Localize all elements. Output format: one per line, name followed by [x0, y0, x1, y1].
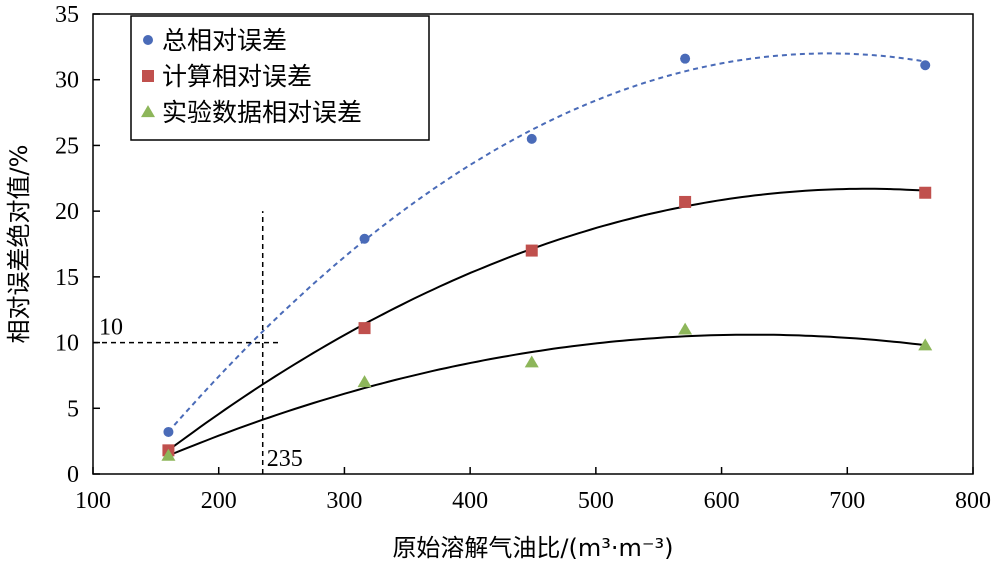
y-tick-label: 35	[55, 2, 79, 28]
y-tick-label: 10	[55, 331, 79, 357]
data-point-1-2	[359, 233, 370, 244]
trendlines	[167, 52, 926, 457]
x-tick-label: 400	[452, 488, 488, 514]
x-tick-label: 700	[829, 488, 865, 514]
x-tick-label: 300	[326, 488, 362, 514]
legend-entry-2: 计算相对误差	[162, 62, 312, 91]
annotation-label: 235	[267, 446, 303, 472]
y-tick-label: 5	[67, 396, 79, 422]
trendline-2	[167, 187, 926, 452]
data-point-1-1	[163, 426, 174, 437]
axes: 100 200 300 400 500 600 700 800 0 5 10 15 20 25 30 35	[55, 2, 991, 514]
x-axis-title: 原始溶解气油比/(m³·m⁻³)	[392, 534, 673, 562]
data-point-3-5	[918, 338, 933, 351]
x-tick-label: 100	[75, 488, 111, 514]
data-point-1-4	[680, 53, 691, 64]
legend-box	[130, 15, 430, 141]
data-points	[161, 53, 933, 461]
data-point-1-5	[920, 60, 931, 71]
x-tick-label: 600	[704, 488, 740, 514]
y-tick-label: 15	[55, 265, 79, 291]
legend-marker-1	[143, 35, 153, 45]
y-tick-label: 30	[55, 68, 79, 94]
trendline-1	[167, 52, 926, 433]
data-point-3-2	[357, 375, 372, 388]
legend-marker-3	[141, 105, 155, 118]
legend-entry-1: 总相对误差	[162, 26, 287, 55]
y-tick-label: 20	[55, 199, 79, 225]
data-point-2-2	[358, 322, 371, 335]
data-point-2-3	[525, 244, 538, 257]
trendline-3	[168, 333, 926, 457]
data-point-3-4	[678, 322, 693, 335]
data-point-2-5	[919, 186, 932, 199]
y-axis-title: 相对误差绝对值/%	[5, 145, 33, 344]
x-tick-label: 800	[955, 488, 991, 514]
data-point-3-3	[524, 355, 539, 368]
data-point-2-4	[679, 195, 692, 208]
x-tick-label: 500	[578, 488, 614, 514]
plot-frame	[92, 13, 974, 475]
legend-entry-3: 实验数据相对误差	[162, 98, 362, 127]
guide-lines: 10 235	[93, 211, 303, 474]
data-point-3-1	[161, 448, 176, 461]
annotation-label: 10	[99, 315, 123, 341]
y-tick-label: 25	[55, 133, 79, 159]
x-tick-label: 200	[201, 488, 237, 514]
data-point-1-3	[526, 133, 537, 144]
legend-marker-2	[142, 70, 154, 82]
y-tick-label: 0	[67, 462, 79, 488]
